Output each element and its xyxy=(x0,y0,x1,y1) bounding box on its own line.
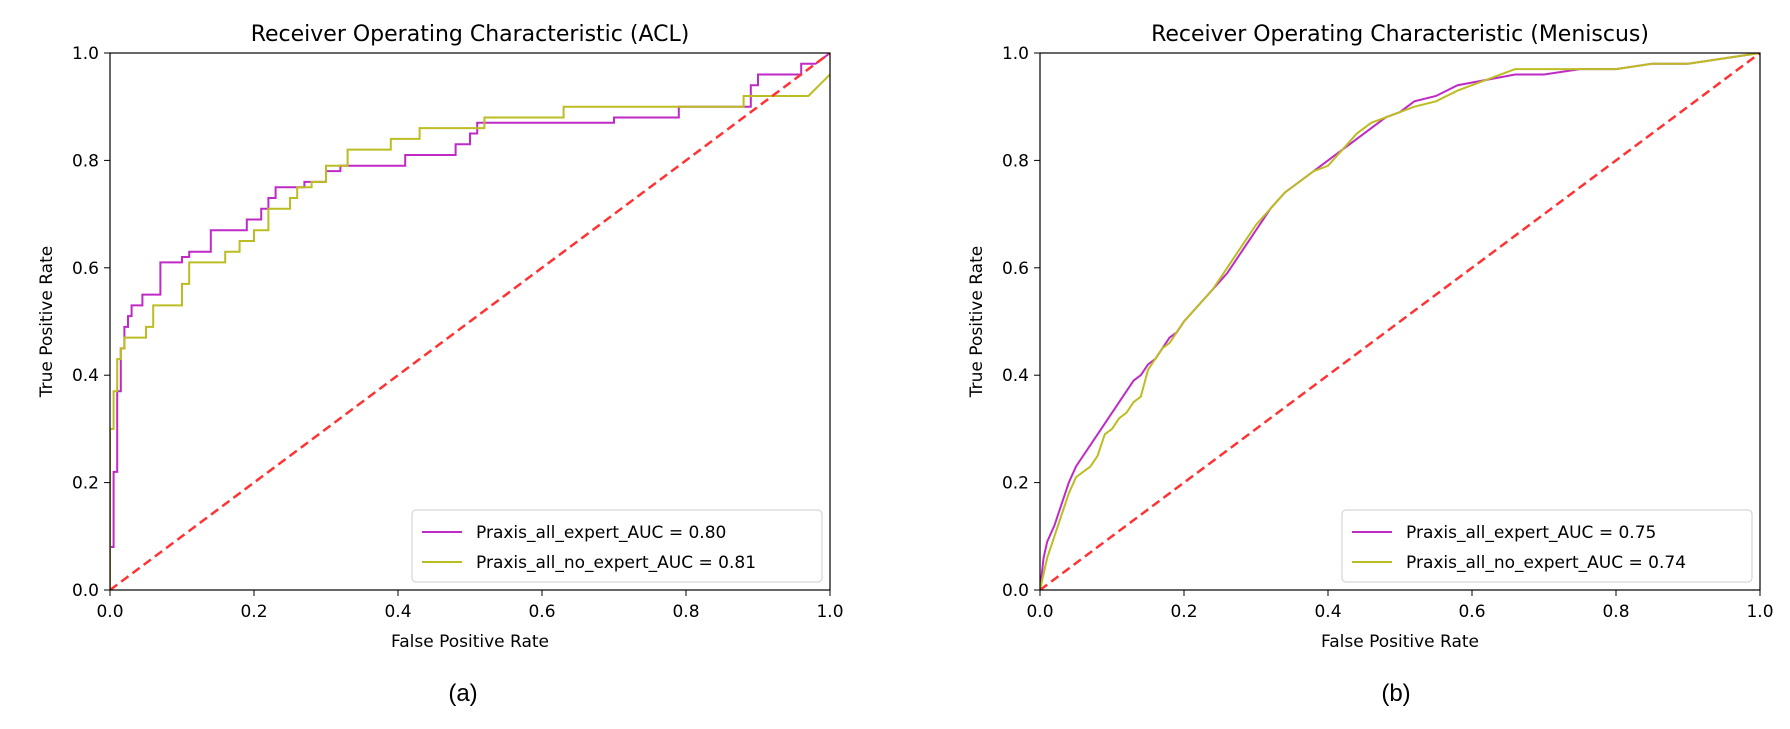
legend-label: Praxis_all_expert_AUC = 0.80 xyxy=(476,523,726,543)
x-tick-label: 0.8 xyxy=(1602,602,1629,622)
x-tick-label: 0.6 xyxy=(1458,602,1485,622)
panel-caption-b: (b) xyxy=(1381,680,1411,707)
roc-series-line-0 xyxy=(110,53,830,590)
x-tick-label: 0.4 xyxy=(384,602,411,622)
y-tick-label: 0.0 xyxy=(1002,581,1029,601)
roc-series-line-1 xyxy=(1040,53,1760,590)
y-tick-label: 0.0 xyxy=(72,581,99,601)
x-tick-label: 1.0 xyxy=(816,602,843,622)
x-tick-label: 0.0 xyxy=(1026,602,1053,622)
panel-caption-a: (a) xyxy=(448,680,478,707)
plot-frame xyxy=(109,52,831,591)
x-tick-label: 0.4 xyxy=(1314,602,1341,622)
roc-series-line-1 xyxy=(110,73,830,590)
chart-title: Receiver Operating Characteristic (ACL) xyxy=(251,22,690,47)
x-tick-label: 0.2 xyxy=(240,602,267,622)
x-tick-label: 0.6 xyxy=(528,602,555,622)
plot-frame xyxy=(1039,52,1761,591)
x-tick-label: 0.0 xyxy=(96,602,123,622)
x-axis-label: False Positive Rate xyxy=(391,632,549,652)
chance-diagonal-line xyxy=(1040,53,1760,590)
chance-diagonal-line xyxy=(110,53,830,590)
y-axis-label: True Positive Rate xyxy=(37,246,57,398)
y-tick-label: 0.2 xyxy=(1002,474,1029,494)
y-axis-label: True Positive Rate xyxy=(967,246,987,398)
y-tick-label: 1.0 xyxy=(1002,44,1029,64)
roc-chart-0: Receiver Operating Characteristic (ACL) 0… xyxy=(37,22,844,652)
legend-label: Praxis_all_no_expert_AUC = 0.81 xyxy=(476,553,756,573)
roc-chart-1: Receiver Operating Characteristic (Menis… xyxy=(967,22,1774,652)
legend: Praxis_all_expert_AUC = 0.75 Praxis_all_n… xyxy=(1341,509,1753,583)
legend-label: Praxis_all_no_expert_AUC = 0.74 xyxy=(1406,553,1686,573)
x-tick-label: 0.8 xyxy=(672,602,699,622)
y-tick-label: 0.8 xyxy=(72,151,99,171)
legend-box xyxy=(1341,509,1753,583)
y-tick-label: 0.6 xyxy=(72,259,99,279)
legend-label: Praxis_all_expert_AUC = 0.75 xyxy=(1406,523,1656,543)
legend: Praxis_all_expert_AUC = 0.80 Praxis_all_n… xyxy=(411,509,823,583)
y-tick-label: 0.6 xyxy=(1002,259,1029,279)
x-tick-label: 0.2 xyxy=(1170,602,1197,622)
y-tick-label: 0.4 xyxy=(72,366,99,386)
legend-box xyxy=(411,509,823,583)
y-tick-label: 0.8 xyxy=(1002,151,1029,171)
x-tick-label: 1.0 xyxy=(1746,602,1773,622)
y-tick-label: 0.2 xyxy=(72,474,99,494)
y-tick-label: 0.4 xyxy=(1002,366,1029,386)
chart-title: Receiver Operating Characteristic (Menis… xyxy=(1151,22,1649,47)
x-axis-label: False Positive Rate xyxy=(1321,632,1479,652)
y-tick-label: 1.0 xyxy=(72,44,99,64)
